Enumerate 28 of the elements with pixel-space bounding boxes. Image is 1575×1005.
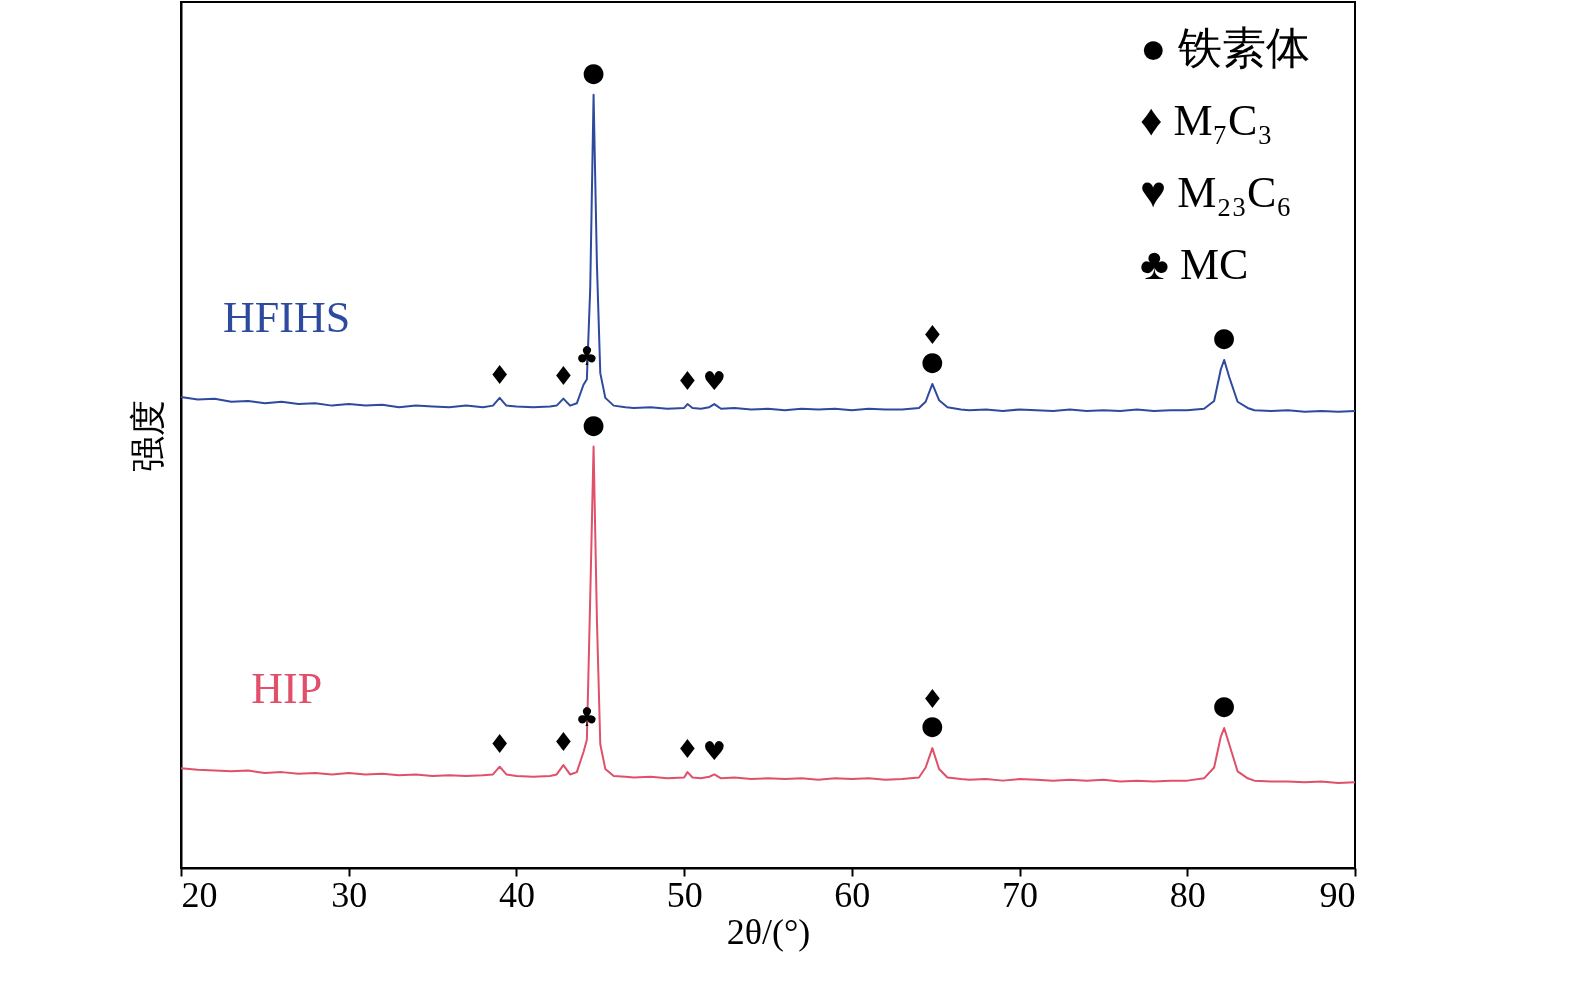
annotation: ♦ bbox=[551, 360, 576, 391]
annotation: ♦ bbox=[675, 366, 700, 397]
text: ● 铁素体 bbox=[1140, 24, 1310, 73]
x-tick-label: 90 bbox=[1319, 874, 1356, 915]
annotation: ♣ MC bbox=[1140, 240, 1249, 289]
annotation: ♦ bbox=[488, 359, 512, 390]
annotation: ♦ bbox=[675, 734, 700, 765]
annotation: ♦ M₇C₃ bbox=[1140, 96, 1273, 145]
annotation: ● bbox=[1212, 322, 1236, 352]
annotation: ● bbox=[582, 408, 605, 439]
x-tick-label: 30 bbox=[331, 874, 368, 915]
x-tick-label: 20 bbox=[181, 874, 218, 915]
x-tick-label: 60 bbox=[834, 874, 871, 915]
annotation: ♦ bbox=[551, 727, 576, 758]
x-tick-label: 40 bbox=[498, 874, 535, 915]
annotation: ● bbox=[1212, 690, 1236, 721]
x-tick-label: 70 bbox=[1002, 874, 1039, 915]
y-axis-title: 强度 bbox=[127, 399, 168, 472]
x-axis-title: 2θ/(°) bbox=[726, 911, 811, 952]
x-tick-label: 50 bbox=[666, 874, 703, 915]
annotation: ♥ M₂₃C₆ bbox=[1140, 168, 1292, 217]
annotation: ● bbox=[582, 56, 605, 87]
annotation: ♥ bbox=[702, 736, 726, 767]
series-label: HIP bbox=[251, 664, 323, 714]
series-label: HFIHS bbox=[223, 293, 351, 343]
x-tick-label: 80 bbox=[1169, 874, 1206, 915]
annotation: ♥ bbox=[702, 366, 726, 397]
annotation: ♦ bbox=[488, 728, 512, 759]
